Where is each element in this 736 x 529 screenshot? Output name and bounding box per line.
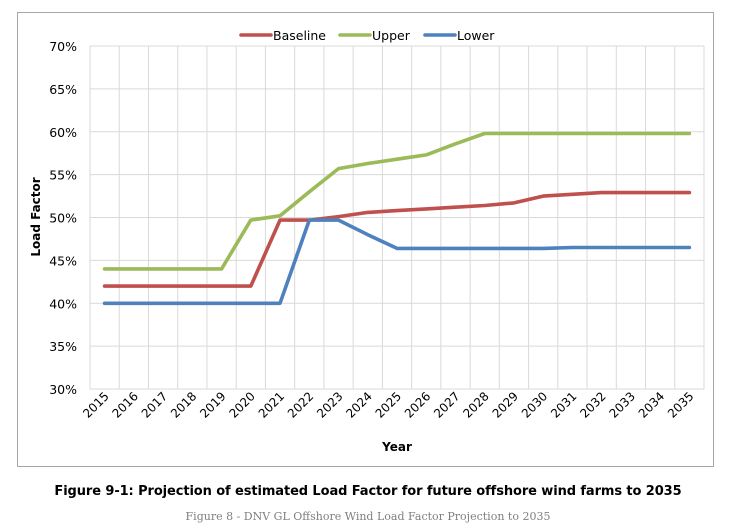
- x-tick-label: 2020: [226, 389, 257, 420]
- x-tick-label: 2029: [490, 389, 521, 420]
- legend: Baseline Upper Lower: [239, 28, 495, 43]
- x-tick-label: 2022: [285, 389, 316, 420]
- y-tick-label: 65%: [49, 82, 77, 97]
- y-tick-label: 55%: [49, 168, 77, 183]
- x-tick-label: 2023: [314, 389, 345, 420]
- x-tick-label: 2026: [402, 389, 433, 420]
- y-tick-label: 45%: [49, 253, 77, 268]
- x-tick-label: 2027: [431, 389, 462, 420]
- y-tick-label: 30%: [49, 382, 77, 397]
- y-axis-ticks: 30% 35% 40% 45% 50% 55% 60% 65% 70%: [49, 39, 77, 397]
- x-tick-label: 2032: [577, 389, 608, 420]
- y-tick-label: 50%: [49, 211, 77, 226]
- x-tick-label: 2018: [168, 389, 199, 420]
- x-tick-label: 2035: [665, 389, 696, 420]
- x-tick-label: 2024: [343, 389, 374, 420]
- figure-subtitle: Figure 8 - DNV GL Offshore Wind Load Fac…: [185, 510, 551, 523]
- x-tick-label: 2017: [139, 389, 170, 420]
- x-tick-label: 2015: [80, 389, 111, 420]
- chart-frame: [17, 12, 714, 467]
- y-tick-label: 40%: [49, 296, 77, 311]
- x-tick-label: 2025: [373, 389, 404, 420]
- legend-label-lower: Lower: [457, 28, 495, 43]
- y-tick-label: 60%: [49, 125, 77, 140]
- legend-label-baseline: Baseline: [273, 28, 326, 43]
- x-tick-label: 2033: [607, 389, 638, 420]
- x-tick-label: 2030: [519, 389, 550, 420]
- series-line-upper: [102, 131, 692, 271]
- x-axis-title: Year: [381, 440, 412, 454]
- x-tick-label: 2028: [460, 389, 491, 420]
- y-tick-label: 70%: [49, 39, 77, 54]
- series-line-baseline: [102, 190, 692, 288]
- y-axis-title: Load Factor: [29, 177, 43, 256]
- figure-title: Figure 9-1: Projection of estimated Load…: [54, 484, 682, 499]
- y-tick-label: 35%: [49, 339, 77, 354]
- series-lines: [102, 131, 692, 306]
- x-tick-label: 2021: [256, 389, 287, 420]
- x-tick-label: 2031: [548, 389, 579, 420]
- x-axis-ticks: 2015201620172018201920202021202220232024…: [80, 389, 696, 420]
- x-tick-label: 2034: [636, 389, 667, 420]
- x-tick-label: 2019: [197, 389, 228, 420]
- legend-label-upper: Upper: [372, 28, 411, 43]
- gridlines: [89, 45, 705, 390]
- x-tick-label: 2016: [109, 389, 140, 420]
- line-chart: 30% 35% 40% 45% 50% 55% 60% 65% 70% 201520162017…: [29, 28, 705, 454]
- series-line-lower: [102, 218, 692, 306]
